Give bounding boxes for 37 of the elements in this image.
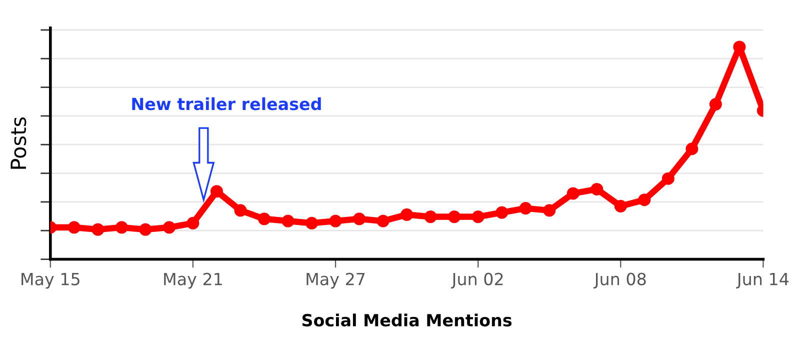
annotation: New trailer released	[132, 97, 321, 110]
point	[139, 223, 152, 236]
point	[282, 214, 294, 228]
point	[709, 98, 722, 111]
x-tick-label: May 27	[306, 272, 365, 289]
point	[496, 206, 508, 219]
point	[186, 216, 200, 230]
point	[662, 172, 674, 185]
x-tick-label: May 21	[164, 272, 222, 289]
point	[353, 212, 366, 226]
x-tick-label: Jun 08	[594, 272, 646, 288]
point	[306, 216, 318, 230]
point	[234, 204, 247, 217]
point	[115, 221, 128, 234]
point	[376, 214, 390, 228]
point	[210, 185, 223, 198]
point	[543, 204, 556, 217]
x-tick-label: Jun 14	[736, 272, 789, 288]
point	[424, 210, 437, 224]
point	[400, 208, 414, 221]
point	[92, 223, 104, 236]
point	[68, 221, 80, 234]
point	[519, 202, 532, 215]
point	[448, 210, 461, 224]
point	[686, 142, 698, 156]
point	[472, 210, 484, 224]
point	[329, 214, 342, 228]
point	[162, 221, 176, 234]
point	[638, 194, 651, 206]
point	[590, 182, 604, 196]
y-axis-title: Posts	[10, 117, 26, 169]
x-tick-label: Jun 02	[450, 272, 503, 288]
x-tick-label: May 15	[22, 272, 80, 289]
point	[258, 212, 270, 226]
x-axis-title: Social Media Mentions	[302, 314, 512, 326]
point	[614, 200, 627, 212]
point	[566, 187, 580, 200]
